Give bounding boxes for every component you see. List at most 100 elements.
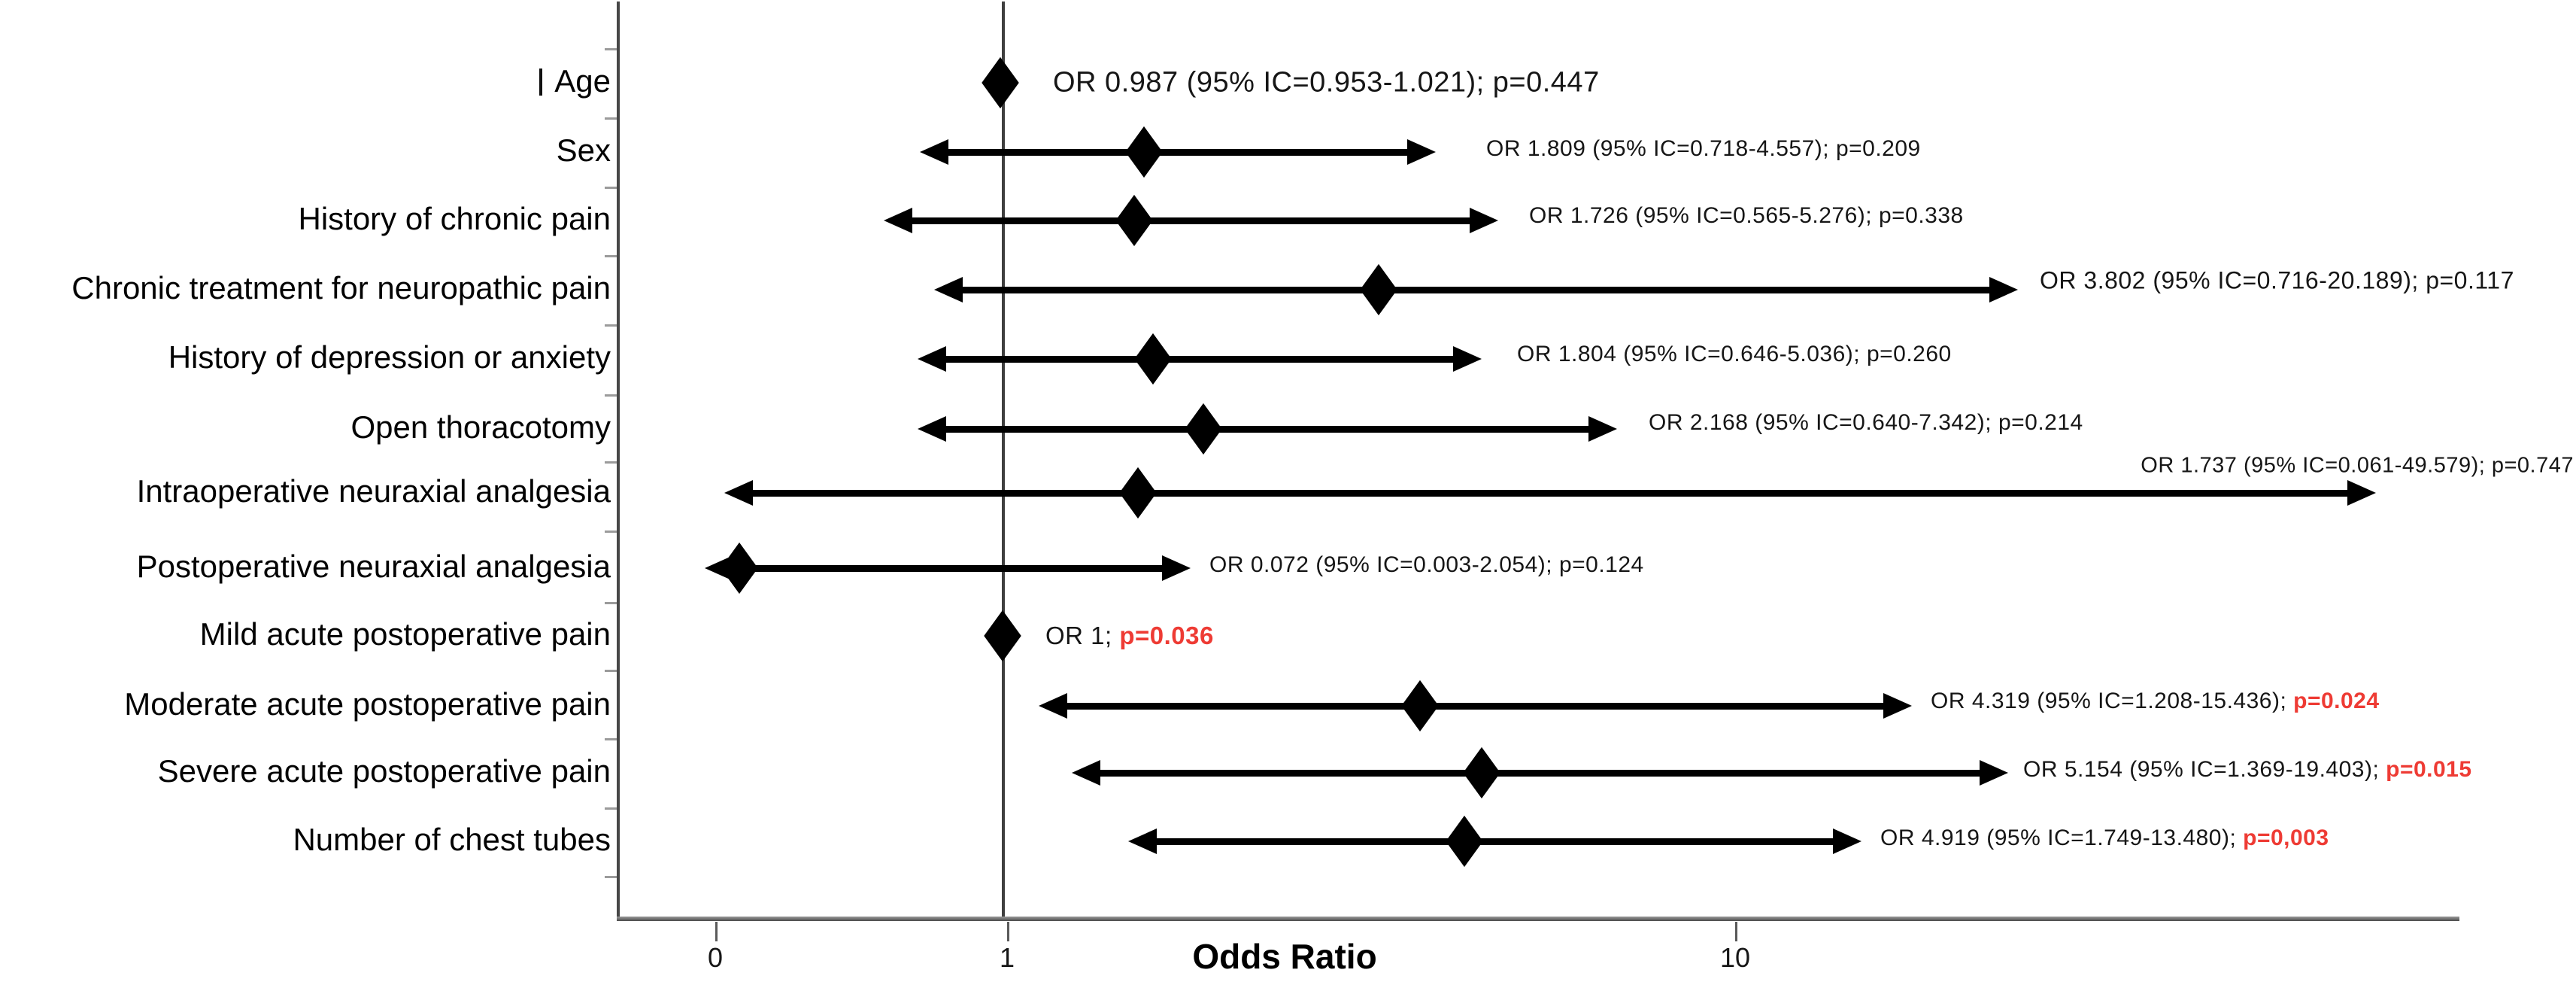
row-label: Severe acute postoperative pain [157,753,611,789]
or-ci-text: OR 0.072 (95% IC=0.003-2.054); [1209,552,1559,577]
or-ci-text: OR 1.726 (95% IC=0.565-5.276); [1529,203,1879,228]
ci-upper-arrowhead [1453,346,1482,372]
ci-whisker-line [900,217,1482,224]
row-label: Sex [556,132,611,169]
or-point-diamond [1360,263,1397,316]
or-ci-text: OR 2.168 (95% IC=0.640-7.342); [1649,410,1998,435]
ci-lower-arrowhead [1128,828,1157,854]
ci-whisker-line [741,490,2359,497]
p-value-text: p=0.747 [2491,453,2574,478]
category-boundary-tick [605,876,617,878]
ci-lower-arrowhead [724,480,753,506]
ci-whisker-line [1145,838,1845,845]
ci-lower-arrowhead [934,277,963,303]
row-label: Open thoracotomy [350,409,611,445]
x-axis-title: Odds Ratio [1192,937,1377,976]
p-value-text: p=0.024 [2293,689,2380,713]
x-tick-label: 10 [1719,942,1751,973]
p-value-text: p=0.447 [1492,66,1600,99]
ci-upper-arrowhead [1470,208,1498,233]
ci-upper-arrowhead [1407,139,1436,165]
or-annotation: OR 1.737 (95% IC=0.061-49.579); p=0.747 [2141,454,2574,479]
or-annotation: OR 0.987 (95% IC=0.953-1.021); p=0.447 [1053,67,1600,99]
category-boundary-tick [605,738,617,740]
ci-whisker-line [721,565,1174,572]
x-tick-label: 0 [707,942,724,973]
category-boundary-tick [605,461,617,464]
category-boundary-tick [605,670,617,672]
x-axis-tick [1735,922,1737,941]
or-annotation: OR 3.802 (95% IC=0.716-20.189); p=0.117 [2040,267,2514,295]
category-boundary-tick [605,807,617,810]
or-point-diamond [1185,403,1222,455]
x-tick-label: 1 [999,942,1015,973]
row-label: History of chronic pain [298,201,611,237]
ci-lower-arrowhead [1072,760,1100,786]
or-annotation: OR 4.919 (95% IC=1.749-13.480); p=0,003 [1880,825,2329,851]
row-label: Mild acute postoperative pain [199,616,611,652]
ci-whisker-line [951,287,2001,293]
or-ci-text: OR 5.154 (95% IC=1.369-19.403); [2023,757,2386,782]
or-ci-text: OR 4.319 (95% IC=1.208-15.436); [1931,689,2294,713]
x-axis-tick [715,922,718,941]
p-value-text: p=0.214 [1998,410,2083,435]
or-point-diamond [1125,126,1163,178]
or-point-diamond [982,56,1019,109]
or-annotation: OR 0.072 (95% IC=0.003-2.054); p=0.124 [1209,552,1644,578]
or-point-diamond [984,610,1021,662]
or-annotation: OR 2.168 (95% IC=0.640-7.342); p=0.214 [1649,410,2083,436]
category-boundary-tick [605,117,617,120]
p-value-text: p=0.117 [2426,266,2514,294]
p-value-text: p=0.124 [1558,552,1644,577]
ci-upper-arrowhead [1980,760,2008,786]
ci-whisker-line [1088,770,1992,777]
ci-upper-arrowhead [1162,555,1191,581]
or-point-diamond [1119,467,1157,519]
or-annotation: OR 1; p=0.036 [1045,622,1214,650]
row-label: Postoperative neuraxial analgesia [136,549,611,585]
or-annotation: OR 1.726 (95% IC=0.565-5.276); p=0.338 [1529,203,1964,229]
category-boundary-tick [605,394,617,397]
row-label: History of depression or anxiety [168,339,611,375]
p-value-text: p=0.209 [1835,136,1921,161]
ci-lower-arrowhead [1039,693,1067,719]
p-value-text: p=0.036 [1119,622,1214,649]
or-point-diamond [721,542,758,594]
or-annotation: OR 1.804 (95% IC=0.646-5.036); p=0.260 [1517,342,1952,367]
ci-upper-arrowhead [1989,277,2018,303]
category-boundary-tick [605,187,617,189]
category-boundary-tick [605,531,617,533]
or-annotation: OR 4.319 (95% IC=1.208-15.436); p=0.024 [1931,689,2380,714]
category-boundary-tick [605,324,617,327]
or-ci-text: OR 4.919 (95% IC=1.749-13.480); [1880,825,2244,850]
or-point-diamond [1446,815,1483,868]
ci-whisker-line [934,356,1465,363]
ci-lower-arrowhead [884,208,912,233]
or-ci-text: OR 1; [1045,622,1120,649]
x-axis-line [617,917,2459,921]
p-value-text: p=0.015 [2386,757,2472,782]
or-ci-text: OR 1.804 (95% IC=0.646-5.036); [1517,342,1867,366]
category-boundary-tick [605,48,617,50]
x-axis-tick [1007,922,1009,941]
or-1-reference-line [1002,2,1005,919]
y-axis-line [617,2,620,919]
or-ci-text: OR 0.987 (95% IC=0.953-1.021); [1053,66,1493,99]
or-point-diamond [1134,333,1172,385]
ci-lower-arrowhead [918,416,946,442]
or-ci-text: OR 1.809 (95% IC=0.718-4.557); [1486,136,1836,161]
category-boundary-tick [605,602,617,604]
ci-upper-arrowhead [1833,828,1861,854]
row-label: Intraoperative neuraxial analgesia [136,473,611,509]
p-value-text: p=0.338 [1878,203,1964,228]
ci-whisker-line [934,426,1601,433]
or-point-diamond [1401,679,1439,732]
p-value-text: p=0.260 [1866,342,1952,366]
ci-whisker-line [936,149,1419,156]
ci-upper-arrowhead [1883,693,1912,719]
or-point-diamond [1463,746,1500,799]
ci-upper-arrowhead [1588,416,1617,442]
or-ci-text: OR 3.802 (95% IC=0.716-20.189); [2040,266,2426,294]
ci-lower-arrowhead [920,139,948,165]
